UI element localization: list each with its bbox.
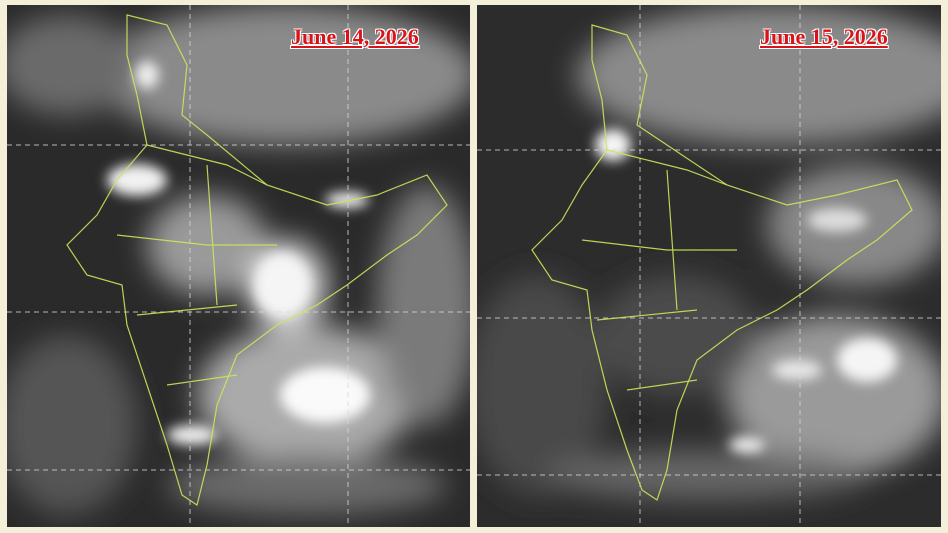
clouds	[477, 5, 941, 500]
bright-clouds	[107, 61, 370, 445]
satellite-image	[7, 5, 470, 527]
grid-lines	[7, 5, 470, 527]
clouds	[7, 5, 470, 515]
state-lines	[116, 144, 277, 386]
satellite-image	[477, 5, 941, 527]
country-outline	[66, 14, 448, 506]
bright-clouds	[595, 129, 897, 453]
state-lines	[581, 149, 737, 391]
grid-lines	[477, 5, 941, 527]
date-label: June 15, 2026	[760, 24, 888, 49]
country-outline	[531, 24, 913, 501]
date-label: June 14, 2026	[291, 24, 419, 49]
